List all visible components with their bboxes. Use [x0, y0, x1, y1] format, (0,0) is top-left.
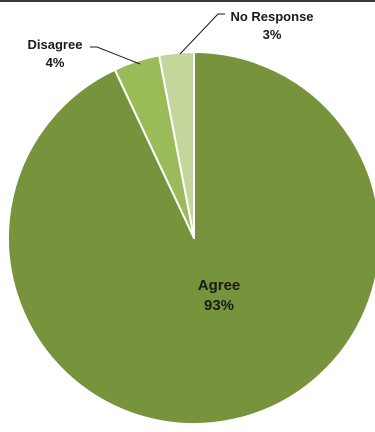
- slice-label-agree: Agree 93%: [198, 277, 241, 314]
- leader-lines: [90, 13, 225, 65]
- slice-labels: Agree 93% Disagree 4% No Response 3%: [28, 9, 314, 314]
- pie-slice-no-response: [158, 51, 195, 239]
- pie-slice-agree: [7, 51, 375, 425]
- slice-percent-agree: 93%: [204, 297, 234, 314]
- slice-category-agree: Agree: [198, 277, 241, 294]
- slice-percent-disagree: 4%: [46, 55, 65, 70]
- leader-line-no-response: [179, 13, 225, 55]
- slice-label-disagree: Disagree 4%: [28, 37, 83, 70]
- pie-slices: [7, 51, 375, 425]
- leader-line-disagree: [90, 46, 141, 65]
- slice-category-no-response: No Response: [230, 9, 313, 24]
- slice-label-no-response: No Response 3%: [230, 9, 313, 42]
- slice-category-disagree: Disagree: [28, 37, 83, 52]
- slice-percent-no-response: 3%: [263, 27, 282, 42]
